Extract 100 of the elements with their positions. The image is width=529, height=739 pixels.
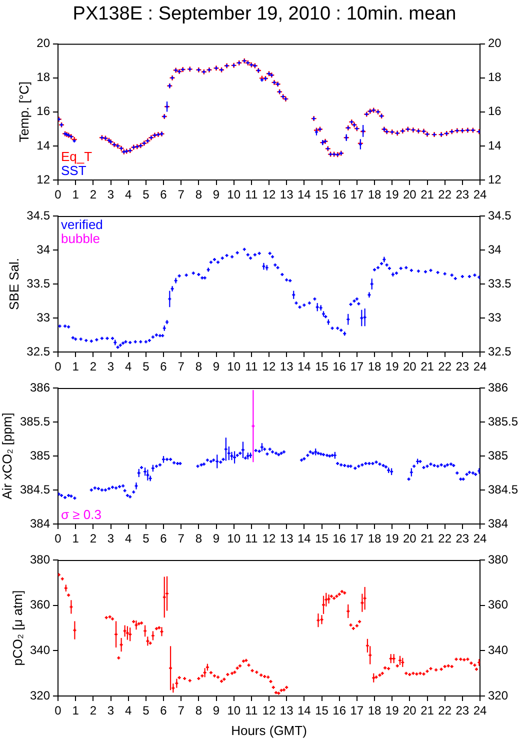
x-tick-label: 7 [178,532,185,546]
x-tick-label: 20 [402,188,417,202]
x-tick-label: 22 [438,532,452,546]
x-tick-label: 1 [72,188,80,202]
x-tick-label: 9 [212,532,220,546]
y2-tick-label: 340 [488,642,508,657]
x-tick-label: 11 [245,532,258,546]
x-tick-label: 22 [438,704,452,718]
x-tick-label: 6 [160,532,168,546]
x-tick-label: 9 [212,704,220,718]
x-tick-label: 5 [142,360,150,374]
x-tick-label: 23 [456,532,470,546]
x-tick-label: 18 [368,704,382,718]
x-tick-label: 18 [368,360,382,374]
x-tick-label: 21 [420,188,434,202]
y2-tick-label: 16 [488,104,502,118]
y-axis-title: SBE Sal. [6,258,22,310]
x-tick-label: 23 [456,704,470,718]
series-label: SST [61,163,86,178]
x-tick-label: 1 [72,360,80,374]
y-tick-label: 380 [30,552,50,566]
x-tick-label: 3 [107,360,114,374]
y-tick-label: 20 [36,36,50,50]
x-tick-label: 8 [195,704,202,718]
x-tick-label: 18 [368,532,382,546]
x-tick-label: 24 [473,532,487,546]
x-tick-label: 3 [107,704,114,718]
x-tick-label: 9 [212,360,220,374]
x-tick-label: 13 [280,532,294,546]
y-tick-label: 34 [36,242,50,256]
x-tick-label: 6 [160,188,168,202]
x-tick-label: 16 [332,532,346,546]
x-tick-label: 14 [297,532,312,546]
x-tick-label: 12 [262,188,276,202]
y-tick-label: 386 [30,380,50,394]
x-tick-label: 14 [297,704,312,718]
y2-tick-label: 385 [488,448,508,462]
x-tick-label: 19 [385,704,400,718]
x-tick-label: 17 [350,360,364,374]
y2-tick-label: 33.5 [488,276,512,290]
x-tick-label: 3 [107,532,114,546]
x-tick-label: 21 [420,704,434,718]
x-tick-label: 11 [245,704,258,718]
x-tick-label: 15 [315,188,329,202]
x-tick-label: 19 [385,532,400,546]
x-tick-label: 24 [473,360,487,374]
x-tick-label: 7 [178,704,185,718]
y2-tick-label: 385.5 [488,414,518,428]
x-tick-label: 0 [54,360,62,374]
x-tick-label: 0 [54,704,62,718]
y-tick-label: 34.5 [26,208,50,222]
x-tick-label: 13 [280,360,294,374]
x-tick-label: 1 [72,532,80,546]
x-tick-label: 13 [280,188,294,202]
y-tick-label: 360 [30,598,50,612]
y2-tick-label: 14 [488,138,502,152]
x-tick-label: 4 [124,532,132,546]
y2-tick-label: 18 [488,70,502,84]
x-tick-label: 1 [72,704,80,718]
x-tick-label: 4 [124,704,132,718]
x-tick-label: 12 [262,532,276,546]
y-tick-label: 320 [30,688,50,702]
y2-tick-label: 34 [488,242,502,256]
y-tick-label: 384 [30,516,50,530]
x-axis-title: Hours (GMT) [231,722,307,738]
x-tick-label: 20 [402,360,417,374]
x-tick-label: 24 [473,188,487,202]
x-tick-label: 10 [227,188,241,202]
x-tick-label: 5 [142,704,150,718]
y-tick-label: 18 [36,70,50,84]
x-tick-label: 5 [142,188,150,202]
text: σ ≥ 0.3 [61,507,102,522]
y-axis-title: Temp. [°C] [16,81,32,142]
x-tick-label: 16 [332,188,346,202]
x-tick-label: 0 [54,532,62,546]
x-tick-label: 14 [297,188,312,202]
x-tick-label: 17 [350,704,364,718]
x-tick-label: 8 [195,188,202,202]
x-tick-label: 12 [262,360,276,374]
x-tick-label: 21 [420,532,434,546]
y-tick-label: 16 [36,104,50,118]
x-tick-label: 10 [227,360,241,374]
y-tick-label: 33 [36,310,50,324]
y-axis-title: Air xCO₂ [ppm] [0,412,15,500]
x-tick-label: 7 [178,188,185,202]
y-tick-label: 340 [30,642,50,657]
x-tick-label: 2 [90,704,97,718]
y2-tick-label: 384.5 [488,482,518,496]
text: verified [61,217,103,232]
y-tick-label: 33.5 [26,276,50,290]
x-tick-label: 22 [438,360,452,374]
x-tick-label: 10 [227,704,241,718]
x-tick-label: 11 [245,360,258,374]
x-tick-label: 8 [195,532,202,546]
x-tick-label: 11 [245,188,258,202]
x-tick-label: 13 [280,704,294,718]
x-tick-label: 2 [90,188,97,202]
x-tick-label: 7 [178,360,185,374]
y2-tick-label: 32.5 [488,344,512,358]
x-tick-label: 5 [142,532,150,546]
